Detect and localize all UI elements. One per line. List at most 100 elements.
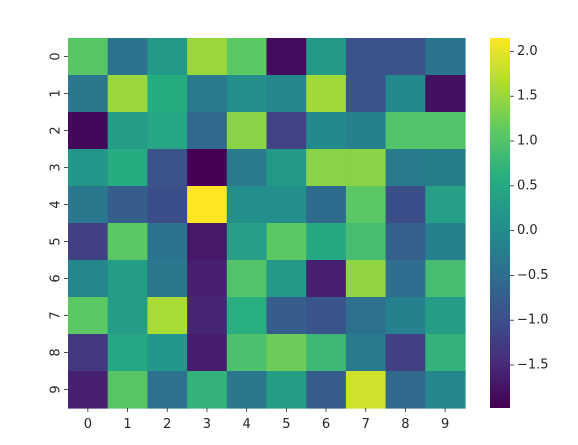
x-tick-label: 8 [401, 417, 409, 432]
heatmap-cell-r1-c8 [385, 75, 426, 113]
heatmap-cell-r0-c2 [147, 38, 188, 76]
heatmap-cell-r1-c4 [226, 75, 268, 113]
colorbar-tick-label: 1.0 [517, 134, 538, 149]
y-tick-label: 5 [49, 237, 64, 245]
heatmap-cell-r2-c6 [306, 112, 347, 150]
colorbar-ticks: −1.5 −1.0 −0.5 0.0 0.5 1.0 1.5 2.0 [510, 44, 549, 372]
heatmap-cell-r0-c9 [425, 38, 466, 76]
x-axis-ticks: 0 1 2 3 4 5 6 7 8 9 [84, 408, 449, 432]
heatmap-cell-r5-c7 [345, 223, 387, 261]
heatmap-cell-r6-c4 [226, 260, 268, 298]
colorbar-gradient [490, 38, 510, 408]
heatmap-cell-r8-c1 [107, 334, 148, 372]
heatmap-cell-r6-c3 [187, 260, 228, 298]
heatmap-cell-r2-c9 [425, 112, 466, 150]
heatmap-cells [68, 38, 466, 409]
heatmap-cell-r5-c5 [266, 223, 307, 261]
heatmap-cell-r2-c1 [107, 112, 148, 150]
heatmap-cell-r3-c8 [385, 149, 426, 187]
heatmap-cell-r2-c4 [226, 112, 268, 150]
heatmap-cell-r3-c6 [306, 149, 347, 187]
heatmap-cell-r3-c2 [147, 149, 188, 187]
heatmap-cell-r9-c4 [226, 371, 268, 409]
heatmap-cell-r2-c5 [266, 112, 307, 150]
heatmap-cell-r8-c6 [306, 334, 347, 372]
heatmap-cell-r0-c4 [226, 38, 268, 76]
heatmap-cell-r5-c6 [306, 223, 347, 261]
heatmap-cell-r4-c4 [226, 186, 268, 224]
heatmap-cell-r5-c9 [425, 223, 466, 261]
heatmap-cell-r7-c3 [187, 297, 228, 335]
colorbar-tick-label: −1.5 [517, 357, 549, 372]
heatmap-cell-r5-c1 [107, 223, 148, 261]
heatmap-cell-r6-c1 [107, 260, 148, 298]
heatmap-cell-r8-c8 [385, 334, 426, 372]
colorbar-tick-label: 1.5 [517, 89, 538, 104]
heatmap-cell-r6-c9 [425, 260, 466, 298]
heatmap-cell-r4-c5 [266, 186, 307, 224]
heatmap-cell-r7-c6 [306, 297, 347, 335]
heatmap-cell-r0-c5 [266, 38, 307, 76]
heatmap-cell-r7-c9 [425, 297, 466, 335]
y-axis-ticks: 0 1 2 3 4 5 6 7 8 9 [49, 52, 68, 394]
x-tick-label: 9 [441, 417, 449, 432]
heatmap-cell-r7-c0 [68, 297, 109, 335]
colorbar-tick-label: 2.0 [517, 44, 538, 59]
heatmap-cell-r9-c5 [266, 371, 307, 409]
heatmap-cell-r7-c7 [345, 297, 387, 335]
heatmap-cell-r2-c8 [385, 112, 426, 150]
x-tick-label: 3 [203, 417, 211, 432]
heatmap-cell-r8-c4 [226, 334, 268, 372]
heatmap-cell-r1-c1 [107, 75, 148, 113]
heatmap-cell-r2-c3 [187, 112, 228, 150]
heatmap-cell-r3-c9 [425, 149, 466, 187]
heatmap-cell-r2-c2 [147, 112, 188, 150]
heatmap-cell-r0-c3 [187, 38, 228, 76]
heatmap-cell-r8-c5 [266, 334, 307, 372]
y-tick-label: 7 [49, 311, 64, 319]
heatmap-cell-r9-c2 [147, 371, 188, 409]
heatmap-cell-r1-c6 [306, 75, 347, 113]
y-tick-label: 4 [49, 200, 64, 208]
x-tick-label: 1 [123, 417, 131, 432]
colorbar-tick-label: −0.5 [517, 268, 549, 283]
heatmap-cell-r5-c0 [68, 223, 109, 261]
colorbar-tick-label: −1.0 [517, 313, 549, 328]
colorbar-tick-label: 0.0 [517, 223, 538, 238]
heatmap-cell-r8-c0 [68, 334, 109, 372]
heatmap-cell-r7-c4 [226, 297, 268, 335]
heatmap-cell-r4-c8 [385, 186, 426, 224]
heatmap-cell-r3-c7 [345, 149, 387, 187]
heatmap-cell-r7-c2 [147, 297, 188, 335]
x-tick-label: 2 [163, 417, 171, 432]
heatmap-cell-r3-c0 [68, 149, 109, 187]
heatmap-cell-r8-c9 [425, 334, 466, 372]
heatmap-cell-r0-c1 [107, 38, 148, 76]
x-tick-label: 0 [84, 417, 92, 432]
heatmap-cell-r4-c2 [147, 186, 188, 224]
x-tick-label: 6 [322, 417, 330, 432]
heatmap-cell-r2-c0 [68, 112, 109, 150]
heatmap-cell-r1-c2 [147, 75, 188, 113]
heatmap-cell-r4-c3 [187, 186, 228, 224]
heatmap-cell-r9-c7 [345, 371, 387, 409]
heatmap-cell-r0-c0 [68, 38, 109, 76]
heatmap-cell-r9-c8 [385, 371, 426, 409]
y-tick-label: 0 [49, 52, 64, 60]
y-tick-label: 6 [49, 274, 64, 282]
heatmap-cell-r6-c8 [385, 260, 426, 298]
x-tick-label: 4 [243, 417, 251, 432]
heatmap-cell-r2-c7 [345, 112, 387, 150]
heatmap-cell-r7-c8 [385, 297, 426, 335]
heatmap-cell-r4-c0 [68, 186, 109, 224]
heatmap-cell-r4-c6 [306, 186, 347, 224]
heatmap-cell-r3-c1 [107, 149, 148, 187]
y-tick-label: 2 [49, 126, 64, 134]
heatmap-cell-r1-c0 [68, 75, 109, 113]
heatmap-cell-r8-c2 [147, 334, 188, 372]
heatmap-cell-r5-c4 [226, 223, 268, 261]
heatmap-cell-r1-c3 [187, 75, 228, 113]
heatmap-cell-r6-c0 [68, 260, 109, 298]
heatmap-cell-r4-c7 [345, 186, 387, 224]
